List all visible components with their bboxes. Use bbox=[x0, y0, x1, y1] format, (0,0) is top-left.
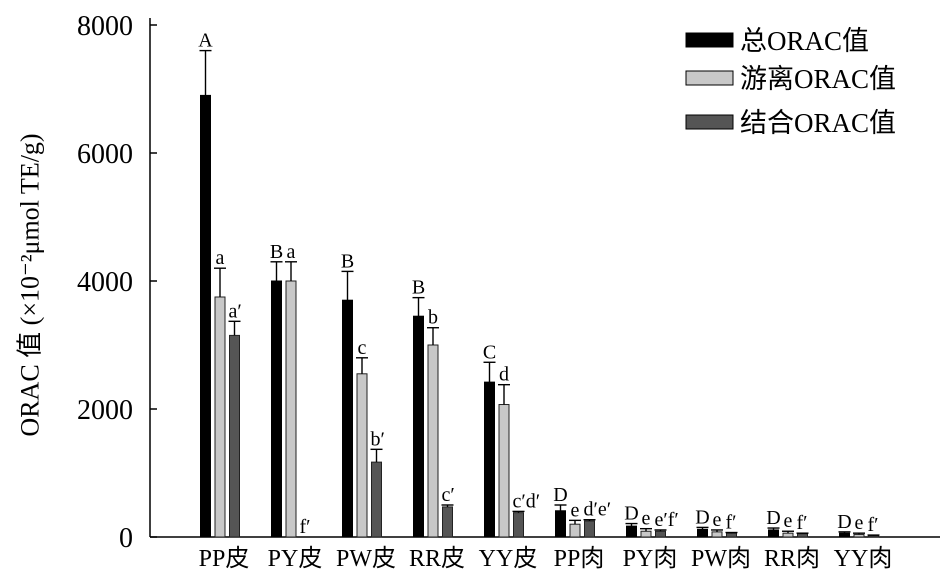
bar-total-3 bbox=[413, 315, 424, 538]
bar-bound-6 bbox=[655, 530, 666, 538]
significance-label-total-7: D bbox=[695, 506, 709, 528]
bar-free-2 bbox=[356, 373, 368, 538]
significance-label-free-9: e bbox=[855, 512, 864, 534]
significance-label-total-1: B bbox=[270, 241, 283, 263]
significance-label-free-5: e bbox=[571, 499, 580, 521]
significance-label-bound-1: f′ bbox=[300, 516, 311, 538]
y-tick-label: 4000 bbox=[77, 267, 133, 298]
y-tick-label: 0 bbox=[119, 523, 133, 554]
significance-label-total-5: D bbox=[553, 484, 567, 506]
y-ticks: 0 2000 4000 6000 8000 bbox=[77, 11, 157, 554]
bar-bound-3 bbox=[442, 506, 453, 538]
y-tick-label: 2000 bbox=[77, 395, 133, 426]
bar-free-0 bbox=[214, 296, 226, 538]
significance-label-total-0: A bbox=[198, 30, 213, 52]
bar-total-6 bbox=[626, 525, 637, 538]
y-tick-label: 8000 bbox=[77, 11, 133, 42]
significance-label-free-8: e bbox=[784, 510, 793, 532]
bar-free-9 bbox=[853, 533, 865, 538]
significance-label-free-6: e bbox=[642, 508, 651, 530]
x-tick-label: YY肉 bbox=[834, 545, 893, 572]
significance-label-bound-4: c′d′ bbox=[513, 490, 541, 512]
x-tick-label: RR肉 bbox=[764, 545, 820, 572]
bar-free-4 bbox=[498, 404, 510, 538]
bar-bound-4 bbox=[513, 512, 524, 538]
y-axis-label: ORAC 值 (×10⁻²μmol TE/g) bbox=[16, 133, 45, 436]
significance-label-free-4: d bbox=[499, 364, 509, 386]
x-ticks: PP皮 PY皮 PW皮 RR皮 YY皮 PP肉 PY肉 PW肉 RR肉 YY肉 bbox=[199, 545, 893, 572]
x-tick-label: PW皮 bbox=[336, 545, 396, 572]
significance-label-bound-2: b′ bbox=[371, 428, 385, 450]
x-tick-label: PY皮 bbox=[268, 545, 323, 572]
bar-total-5 bbox=[555, 510, 566, 538]
legend-label-total: 总ORAC值 bbox=[740, 26, 869, 56]
legend-swatch-total bbox=[685, 32, 734, 48]
bar-free-6 bbox=[640, 530, 652, 538]
significance-label-bound-0: a′ bbox=[229, 300, 242, 322]
y-tick-label: 6000 bbox=[77, 139, 133, 170]
x-tick-label: YY皮 bbox=[479, 545, 538, 572]
x-tick-label: PP皮 bbox=[199, 545, 250, 572]
significance-label-total-8: D bbox=[766, 507, 780, 529]
significance-label-total-2: B bbox=[341, 250, 354, 272]
bar-total-2 bbox=[342, 299, 353, 538]
significance-label-bound-5: d′e′ bbox=[584, 499, 612, 521]
bar-bound-7 bbox=[726, 532, 737, 538]
bar-total-7 bbox=[697, 528, 708, 538]
x-tick-label: PY肉 bbox=[623, 545, 678, 572]
significance-label-total-4: C bbox=[483, 341, 496, 363]
legend-swatch-free bbox=[685, 70, 734, 86]
legend-swatch-bound bbox=[685, 114, 734, 130]
significance-label-bound-8: f′ bbox=[797, 512, 808, 534]
significance-label-total-9: D bbox=[837, 511, 851, 533]
x-tick-label: PP肉 bbox=[554, 545, 605, 572]
bar-total-0 bbox=[200, 94, 211, 538]
bar-free-3 bbox=[427, 344, 439, 538]
bar-bound-8 bbox=[797, 533, 808, 538]
bar-marks: A B B B C D D D D Da a c b d e e e e e a′ f′ b′ c′ c′d′ d′e′ e′f′… bbox=[198, 30, 880, 538]
bar-total-8 bbox=[768, 529, 779, 538]
legend: 总ORAC值 游离ORAC值 结合ORAC值 bbox=[685, 26, 896, 138]
bar-bound-0 bbox=[229, 334, 240, 538]
significance-label-bound-7: f′ bbox=[726, 512, 737, 534]
bar-bound-5 bbox=[584, 520, 595, 538]
legend-label-bound: 结合ORAC值 bbox=[740, 108, 896, 138]
bar-bound-2 bbox=[371, 461, 382, 538]
bar-free-1 bbox=[285, 280, 297, 538]
bar-free-7 bbox=[711, 531, 723, 538]
significance-label-free-1: a bbox=[287, 241, 296, 263]
bar-free-5 bbox=[569, 523, 581, 538]
significance-label-total-3: B bbox=[412, 277, 425, 299]
bar-free-8 bbox=[782, 532, 794, 538]
significance-label-free-0: a bbox=[216, 247, 225, 269]
legend-label-free: 游离ORAC值 bbox=[740, 64, 896, 94]
axes bbox=[149, 18, 940, 538]
significance-label-free-2: c bbox=[358, 337, 367, 359]
significance-label-bound-6: e′f′ bbox=[655, 509, 679, 531]
bar-total-1 bbox=[271, 280, 282, 538]
significance-label-bound-9: f′ bbox=[868, 514, 879, 536]
significance-label-free-3: b bbox=[428, 307, 438, 329]
x-tick-label: PW肉 bbox=[691, 545, 751, 572]
x-tick-label: RR皮 bbox=[409, 545, 465, 572]
bar-total-4 bbox=[484, 381, 495, 538]
bar-total-9 bbox=[839, 532, 850, 538]
significance-label-bound-3: c′ bbox=[442, 484, 455, 506]
significance-label-total-6: D bbox=[624, 503, 638, 525]
significance-label-free-7: e bbox=[713, 509, 722, 531]
